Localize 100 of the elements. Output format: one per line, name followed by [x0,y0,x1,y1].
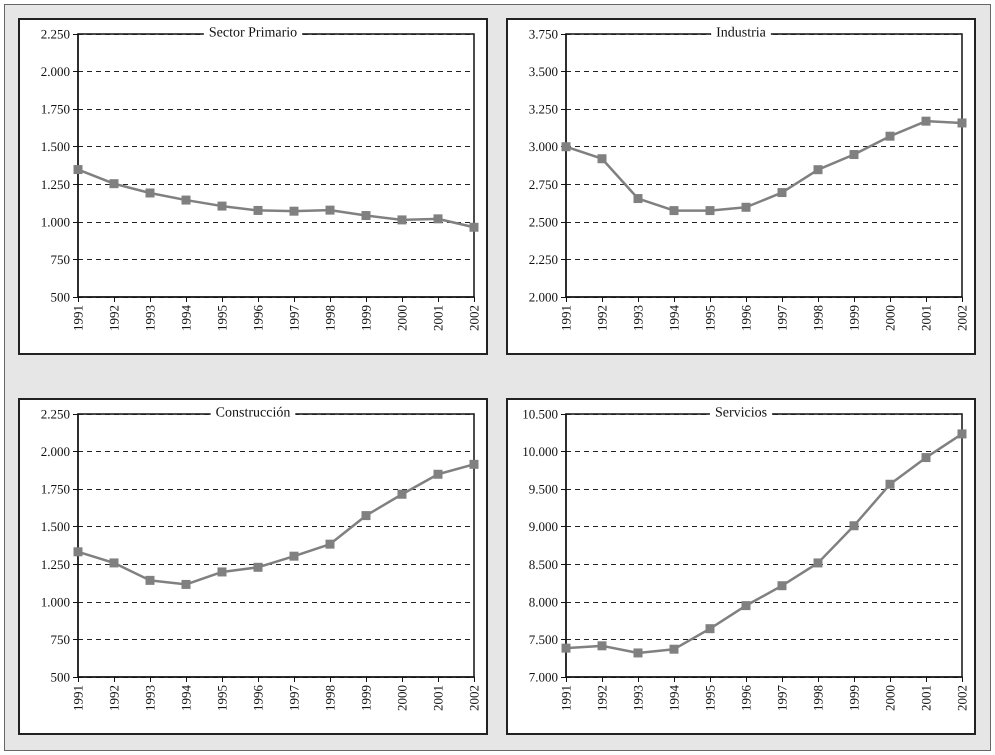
point [814,165,822,174]
point [778,188,786,198]
x-tick-label: 2001 [918,305,934,331]
point [470,222,478,232]
x-tick-label: 1995 [702,685,718,711]
x-tick-label: 2002 [466,685,482,711]
x-tick-label: 2002 [954,305,970,331]
point [110,179,118,188]
y-tick-label: 3.250 [528,102,558,117]
x-tick-label: 1998 [810,305,826,331]
point [922,116,930,126]
point [670,206,678,216]
point [398,490,406,499]
x-tick-label: 1994 [178,304,194,331]
x-tick-label: 1997 [774,304,790,331]
y-tick-label: 3.750 [528,26,558,42]
y-tick-label: 10.000 [522,444,558,460]
x-tick-label: 1991 [558,685,574,711]
x-tick-label: 2002 [954,685,970,711]
point [326,206,334,215]
point [470,460,478,469]
x-tick-label: 2000 [882,685,898,711]
chart-title: Servicios [714,406,768,420]
x-tick-label: 1996 [250,684,266,711]
y-tick-label: 10.500 [522,406,558,422]
x-tick-label: 1992 [106,305,122,331]
point [74,547,82,556]
point [218,567,226,576]
point [958,118,966,128]
y-tick-label: 750 [50,252,70,267]
y-tick-label: 8.000 [528,594,558,610]
x-tick-label: 1999 [846,305,862,331]
x-tick-label: 1992 [106,685,122,711]
x-tick-label: 2002 [466,305,482,331]
y-tick-label: 7.500 [528,632,558,647]
point [434,470,442,479]
y-tick-label: 1.250 [40,556,70,572]
y-tick-label: 8.500 [528,556,558,572]
point [634,648,642,658]
point [598,154,606,164]
point [706,624,714,634]
x-tick-label: 1993 [630,685,646,711]
y-tick-label: 2.250 [40,406,70,422]
y-tick-label: 2.000 [40,444,70,460]
point [110,558,118,568]
point [182,196,190,205]
y-tick-label: 3.500 [528,64,558,80]
x-tick-label: 2000 [882,305,898,331]
y-tick-label: 1.250 [40,176,70,192]
x-tick-label: 1994 [666,304,682,331]
point [182,580,190,589]
point [254,562,262,572]
point [146,576,154,585]
point [74,165,82,174]
point [146,188,154,198]
y-tick-label: 3.000 [528,139,558,154]
point [814,558,822,568]
x-tick-label: 2000 [394,685,410,711]
point [850,521,858,530]
y-tick-label: 1.750 [40,482,70,497]
x-tick-label: 1995 [702,305,718,331]
point [254,206,262,215]
x-tick-label: 1997 [774,684,790,711]
x-tick-label: 1994 [666,684,682,711]
x-tick-label: 1995 [214,305,230,331]
x-tick-label: 2000 [394,305,410,331]
y-tick-label: 1.500 [40,519,70,534]
y-tick-label: 2.250 [528,252,558,267]
point [290,206,298,216]
y-tick-label: 1.500 [40,139,70,154]
x-tick-label: 1999 [846,685,862,711]
x-tick-label: 1998 [322,305,338,331]
point [434,214,442,224]
point [562,142,570,152]
y-tick-label: 2.500 [528,214,558,230]
point [362,211,370,220]
y-tick-label: 9.000 [528,519,558,534]
y-tick-label: 2.750 [528,176,558,192]
point [326,540,334,549]
point [922,453,930,462]
x-tick-label: 2001 [430,305,446,331]
point [742,202,750,212]
x-tick-label: 1994 [178,684,194,711]
chart-title: Industria [716,26,767,40]
chart-title: Sector Primario [208,26,298,40]
y-tick-label: 1.000 [40,214,70,230]
point [742,601,750,610]
y-tick-label: 7.000 [528,670,558,684]
x-tick-label: 1996 [250,304,266,331]
y-tick-label: 9.500 [528,482,558,497]
point [562,644,570,653]
point [706,206,714,216]
point [290,552,298,561]
x-tick-label: 1997 [286,304,302,331]
point [398,215,406,224]
y-tick-label: 2.250 [40,26,70,42]
x-tick-label: 1997 [286,684,302,711]
x-tick-label: 1998 [810,685,826,711]
x-tick-label: 1993 [142,305,158,331]
point [218,202,226,211]
